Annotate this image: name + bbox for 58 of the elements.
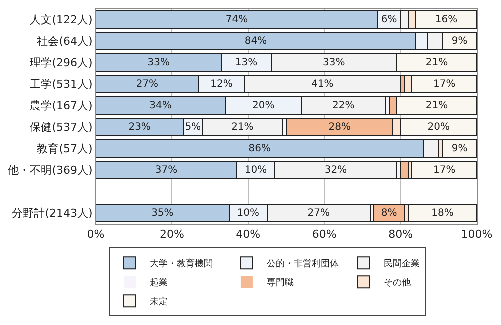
data-label: 84% [244,36,268,47]
x-tick-label: 60% [312,228,337,242]
data-label: 35% [152,208,174,219]
data-label: 33% [148,57,170,68]
data-label: 20% [428,122,450,133]
data-label: 41% [312,78,334,90]
legend-label: 専門職 [266,278,294,289]
data-label: 21% [426,57,448,68]
data-label: 6% [381,14,398,26]
data-label: 9% [452,143,468,154]
legend-label: 大学・教育機関 [150,258,213,270]
x-tick-label: 100% [461,228,493,242]
data-label: 18% [432,208,454,219]
y-tick-label: 他・不明(369人) [8,164,93,178]
legend-label: 起業 [150,278,168,289]
data-label: 32% [324,164,348,176]
y-tick-label: 社会(64人) [37,35,93,48]
x-tick-label: 20% [160,228,184,242]
data-label: 16% [435,14,458,26]
data-label: 21% [426,100,448,112]
y-tick-label: 工学(531人) [30,78,93,92]
data-label: 22% [332,100,355,112]
y-tick-label: 人文(122人) [30,14,93,27]
data-label: 17% [434,164,456,176]
data-label: 34% [150,100,172,112]
y-tick-label: 農学(167人) [30,100,93,113]
legend-label: その他 [384,278,411,289]
y-tick-label: 保健(537人) [30,121,93,134]
data-label: 20% [252,100,275,112]
data-label: 21% [232,122,254,133]
legend-label: 公的・非営利団体 [266,258,339,270]
data-label: 37% [155,164,178,176]
data-label: 27% [308,208,330,219]
data-label: 13% [235,57,258,68]
data-label: 8% [381,208,398,219]
y-tick-label: 理学(296人) [30,56,93,70]
data-label: 27% [136,78,159,90]
data-label: 5% [185,122,202,133]
bar [442,140,477,158]
x-tick-label: 0% [87,228,105,242]
data-label: 74% [226,14,248,26]
data-label: 86% [248,143,271,154]
data-label: 33% [323,57,346,68]
data-label: 28% [328,122,351,133]
data-label: 17% [434,78,456,90]
data-label: 10% [244,164,268,176]
y-tick-label: 教育(57人) [37,142,93,156]
data-label: 9% [452,36,468,47]
bar [412,161,477,180]
legend-label: 未定 [150,296,168,308]
legend-label: 民間企業 [384,258,420,270]
x-tick-label: 80% [388,228,414,242]
y-tick-label: 分野計(2143人) [12,207,93,220]
data-label: 12% [210,78,233,90]
data-label: 10% [237,208,260,219]
x-tick-label: 40% [236,228,261,242]
bar [408,204,477,222]
data-label: 23% [128,122,151,133]
